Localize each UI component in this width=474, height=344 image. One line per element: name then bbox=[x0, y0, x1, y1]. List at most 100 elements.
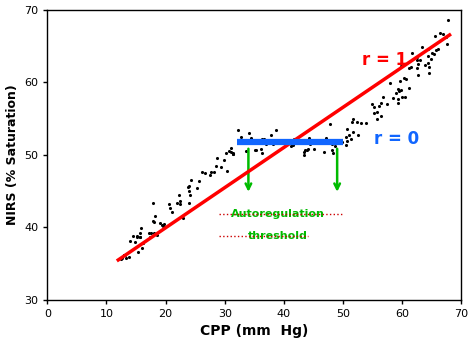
Point bbox=[126, 238, 134, 243]
Point bbox=[125, 254, 133, 260]
Point bbox=[407, 64, 415, 69]
Point bbox=[402, 76, 410, 82]
Point bbox=[348, 119, 356, 125]
Point bbox=[149, 200, 156, 205]
Point bbox=[421, 63, 429, 68]
Point bbox=[342, 142, 349, 147]
Point bbox=[409, 50, 416, 55]
Point bbox=[227, 149, 235, 155]
Point bbox=[258, 151, 266, 156]
Point bbox=[260, 137, 268, 142]
Point bbox=[424, 54, 432, 59]
Point bbox=[434, 46, 442, 52]
Point bbox=[158, 223, 165, 228]
Point bbox=[300, 150, 308, 155]
Point bbox=[150, 230, 158, 236]
Point bbox=[349, 130, 357, 135]
Point bbox=[185, 183, 193, 189]
Point bbox=[370, 104, 377, 109]
Point bbox=[289, 143, 297, 148]
Point bbox=[176, 201, 183, 206]
Point bbox=[305, 135, 312, 141]
Point bbox=[145, 230, 153, 235]
Point bbox=[414, 61, 421, 67]
Point bbox=[306, 142, 314, 147]
Point bbox=[413, 65, 421, 71]
Point bbox=[184, 184, 192, 190]
Point bbox=[137, 225, 145, 230]
Point bbox=[138, 245, 146, 250]
Point bbox=[122, 256, 130, 261]
Point bbox=[157, 220, 164, 226]
Text: Autoregulation: Autoregulation bbox=[231, 209, 325, 219]
Point bbox=[229, 150, 237, 155]
Point bbox=[427, 56, 435, 61]
Point bbox=[378, 113, 385, 119]
Point bbox=[395, 88, 402, 94]
Point bbox=[151, 213, 159, 218]
Point bbox=[186, 193, 194, 198]
Point bbox=[229, 151, 237, 157]
Point bbox=[139, 240, 147, 245]
Point bbox=[396, 78, 403, 84]
Point bbox=[224, 168, 231, 174]
Point bbox=[397, 88, 404, 93]
Point bbox=[417, 57, 424, 63]
Point bbox=[245, 130, 253, 136]
Point bbox=[314, 139, 321, 145]
Point bbox=[118, 256, 126, 261]
Point bbox=[274, 139, 282, 144]
Point bbox=[424, 60, 431, 66]
Point bbox=[137, 234, 144, 239]
Point bbox=[120, 252, 128, 257]
Point bbox=[285, 139, 292, 144]
Point bbox=[272, 128, 280, 133]
Point bbox=[394, 96, 402, 101]
Point bbox=[222, 150, 229, 155]
Point bbox=[443, 41, 451, 46]
Point bbox=[269, 141, 277, 147]
Point bbox=[414, 73, 422, 78]
Point bbox=[227, 145, 234, 151]
Point bbox=[133, 234, 140, 240]
Point bbox=[328, 147, 336, 153]
Point bbox=[304, 146, 312, 151]
Point bbox=[418, 44, 426, 50]
Point bbox=[161, 221, 168, 227]
Point bbox=[437, 30, 444, 36]
Point bbox=[383, 101, 391, 107]
Point bbox=[253, 147, 260, 152]
Point bbox=[413, 57, 421, 63]
X-axis label: CPP (mm  Hg): CPP (mm Hg) bbox=[200, 324, 309, 338]
Point bbox=[320, 149, 328, 154]
Point bbox=[258, 139, 265, 144]
Point bbox=[433, 47, 440, 53]
Point bbox=[322, 135, 329, 141]
Point bbox=[347, 136, 355, 142]
Point bbox=[201, 171, 209, 176]
Text: r = 0: r = 0 bbox=[374, 130, 419, 148]
Point bbox=[442, 34, 449, 40]
Point bbox=[198, 170, 206, 175]
Point bbox=[243, 138, 250, 143]
Point bbox=[373, 109, 381, 115]
Point bbox=[357, 120, 365, 125]
Point bbox=[129, 234, 137, 239]
Point bbox=[329, 150, 337, 155]
Point bbox=[193, 185, 201, 191]
Point bbox=[399, 95, 406, 100]
Point bbox=[343, 134, 350, 139]
Point bbox=[290, 136, 297, 142]
Point bbox=[206, 172, 214, 178]
Point bbox=[430, 51, 438, 57]
Point bbox=[186, 201, 193, 206]
Point bbox=[220, 158, 228, 163]
Point bbox=[386, 80, 393, 85]
Point bbox=[428, 50, 436, 55]
Point bbox=[406, 65, 413, 71]
Point bbox=[354, 132, 362, 138]
Point bbox=[235, 127, 242, 133]
Y-axis label: NIRS (% Saturation): NIRS (% Saturation) bbox=[6, 84, 18, 225]
Point bbox=[389, 96, 396, 101]
Point bbox=[397, 64, 405, 69]
